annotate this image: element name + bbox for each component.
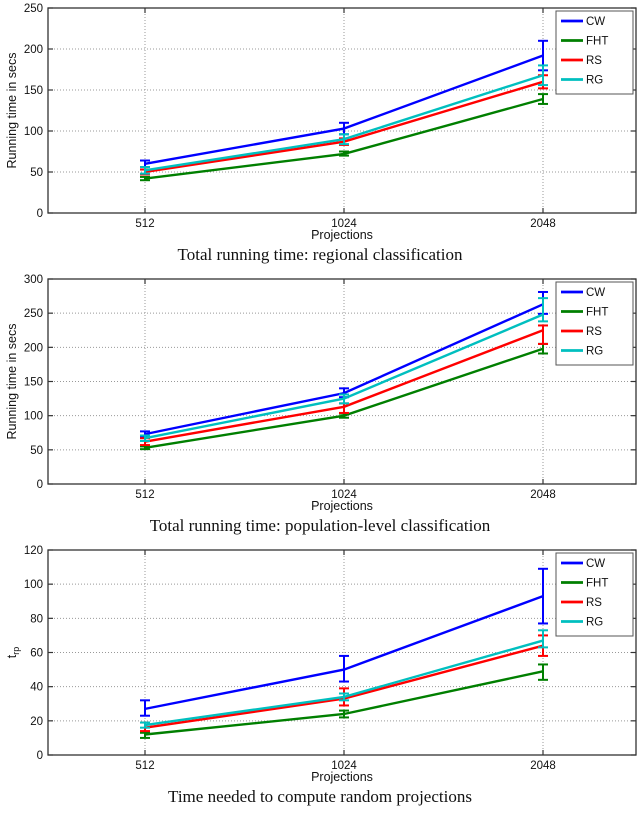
legend-label: RS: [586, 326, 602, 338]
y-tick-label: 200: [24, 342, 43, 354]
x-tick-label: 512: [135, 760, 154, 772]
y-tick-label: 300: [24, 274, 43, 286]
legend-label: FHT: [586, 36, 608, 48]
x-tick-label: 1024: [331, 218, 357, 230]
y-tick-label: 120: [24, 545, 43, 557]
legend-label: CW: [586, 287, 605, 299]
figure-population-level-classification: 0 50 100 150 200 250 300 512 1024 2048 Projections…: [0, 271, 640, 542]
y-tick-label: 150: [24, 377, 43, 389]
legend-label: FHT: [586, 578, 608, 590]
y-tick-label: 40: [30, 682, 43, 694]
x-tick-label: 2048: [530, 218, 556, 230]
legend-label: CW: [586, 16, 605, 28]
y-tick-label: 50: [30, 167, 43, 179]
series-RG: [140, 297, 548, 442]
y-tick-label: 80: [30, 613, 43, 625]
grid: [48, 550, 636, 755]
x-tick-label: 512: [135, 489, 154, 501]
y-axis-title: Running time in secs: [5, 323, 19, 439]
legend-label: CW: [586, 558, 605, 570]
x-tick-label: 1024: [331, 489, 357, 501]
x-tick-label: 1024: [331, 760, 357, 772]
y-tick-label: 50: [30, 445, 43, 457]
y-tick-label: 60: [30, 648, 43, 660]
y-tick-label: 0: [37, 750, 43, 762]
chart-caption: Total running time: regional classificat…: [177, 245, 463, 264]
axes: 0 50 100 150 200 250 300 512 1024 2048 Projections…: [5, 274, 637, 513]
legend-label: RG: [586, 75, 603, 87]
legend-label: RG: [586, 346, 603, 358]
chart-caption: Time needed to compute random projection…: [168, 787, 472, 806]
x-tick-label: 2048: [530, 760, 556, 772]
legend-label: RG: [586, 617, 603, 629]
x-tick-label: 512: [135, 218, 154, 230]
y-tick-label: 250: [24, 308, 43, 320]
y-axis-title: trp: [5, 647, 21, 659]
legend-label: RS: [586, 597, 602, 609]
figure-random-projection-time: 0 20 40 60 80 100 120 512 1024 2048 Projections trp…: [0, 542, 640, 813]
y-tick-label: 100: [24, 126, 43, 138]
y-tick-label: 200: [24, 44, 43, 56]
chart-total-running-time-population: 0 50 100 150 200 250 300 512 1024 2048 Projections…: [5, 274, 637, 513]
x-tick-label: 2048: [530, 489, 556, 501]
x-axis-title: Projections: [311, 228, 373, 242]
grid: [48, 279, 636, 484]
legend-label: RS: [586, 55, 602, 67]
axes: 0 50 100 150 200 250 512 1024 2048 Projections Run…: [5, 3, 637, 242]
x-axis-title: Projections: [311, 770, 373, 784]
legend: CW FHT RS RG: [555, 552, 634, 637]
series-CW: [140, 567, 548, 717]
y-tick-label: 0: [37, 479, 43, 491]
grid: [48, 8, 636, 213]
series-RG: [140, 629, 548, 729]
y-tick-label: 20: [30, 716, 43, 728]
y-tick-label: 150: [24, 85, 43, 97]
x-axis-title: Projections: [311, 499, 373, 513]
chart-random-projection-time: 0 20 40 60 80 100 120 512 1024 2048 Projections trp…: [5, 545, 637, 784]
y-tick-label: 250: [24, 3, 43, 15]
series-RG: [140, 64, 548, 175]
legend-label: FHT: [586, 307, 608, 319]
legend: CW FHT RS RG: [555, 281, 634, 366]
axes: 0 20 40 60 80 100 120 512 1024 2048 Projections trp: [5, 545, 637, 784]
legend: CW FHT RS RG: [555, 10, 634, 95]
series-FHT: [140, 663, 548, 739]
y-tick-label: 100: [24, 579, 43, 591]
y-axis-title: Running time in secs: [5, 52, 19, 168]
y-tick-label: 100: [24, 411, 43, 423]
y-tick-label: 0: [37, 208, 43, 220]
chart-total-running-time-regional: 0 50 100 150 200 250 512 1024 2048 Projections Run…: [5, 3, 637, 242]
figure-regional-classification: 0 50 100 150 200 250 512 1024 2048 Projections Run…: [0, 0, 640, 271]
series-FHT: [140, 93, 548, 182]
chart-caption: Total running time: population-level cla…: [149, 516, 491, 535]
